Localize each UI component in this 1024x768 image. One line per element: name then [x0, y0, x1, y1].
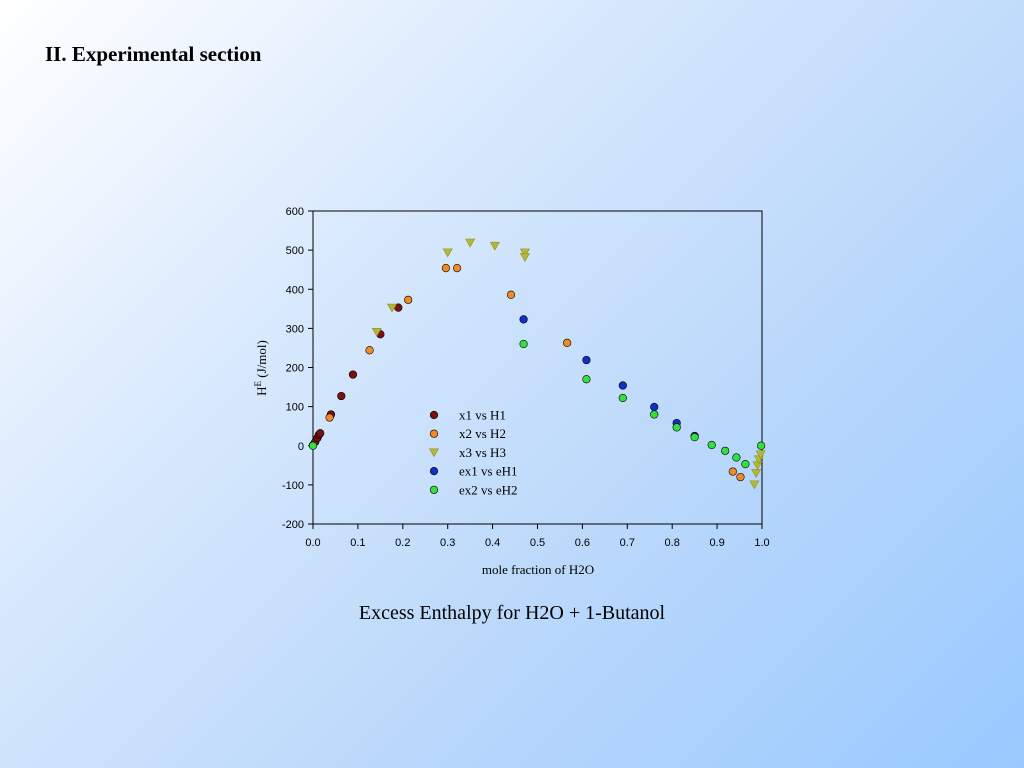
legend-label: x1 vs H1 — [459, 408, 506, 423]
series-1 — [308, 303, 403, 450]
legend-marker — [429, 467, 439, 476]
y-tick-label: 500 — [286, 245, 304, 257]
y-tick-label: 300 — [286, 323, 304, 335]
y-tick-label: 100 — [286, 402, 304, 414]
data-point — [749, 480, 760, 490]
data-point — [672, 423, 681, 432]
y-tick-label: 400 — [286, 284, 304, 296]
data-point — [721, 446, 730, 455]
x-tick-label: 0.5 — [530, 537, 545, 549]
data-point — [741, 460, 750, 469]
data-point — [365, 346, 374, 355]
axis-ticks: 0.0 0.1 0.2 0.3 0.4 0.5 0.6 0.7 0.8 0.9 1.0 -200 -10… — [282, 206, 770, 549]
x-tick-label: 1.0 — [754, 537, 769, 549]
series-3 — [371, 238, 766, 490]
y-tick-label: 600 — [286, 206, 304, 218]
y-axis-label-unit: (J/mol) — [254, 340, 269, 381]
x-axis-label: mole fraction of H2O — [482, 562, 594, 577]
legend: x1 vs H1 x2 vs H2 x3 vs H3 ex1 vs eH1 ex2 vs… — [428, 408, 518, 497]
chart-caption: Excess Enthalpy for H2O + 1-Butanol — [358, 602, 666, 624]
data-point — [506, 290, 516, 299]
section-title: II. Experimental section — [45, 42, 262, 66]
x-tick-label: 0.0 — [305, 537, 320, 549]
legend-label: x3 vs H3 — [459, 445, 506, 460]
data-point — [757, 441, 766, 450]
data-point — [751, 469, 762, 479]
data-point — [563, 338, 572, 347]
data-point — [650, 410, 659, 419]
legend-item: x2 vs H2 — [429, 426, 506, 441]
data-point — [453, 264, 462, 273]
series-2 — [325, 264, 745, 482]
x-tick-label: 0.7 — [620, 537, 635, 549]
legend-item: ex1 vs eH1 — [429, 464, 518, 479]
data-point — [316, 429, 325, 438]
x-tick-label: 0.6 — [575, 537, 590, 549]
series-5 — [308, 339, 766, 469]
data-point — [752, 461, 763, 471]
data-point — [755, 450, 766, 460]
data-point — [582, 375, 591, 384]
data-point — [650, 402, 659, 412]
legend-marker — [428, 448, 440, 458]
data-point — [728, 467, 737, 476]
x-tick-label: 0.4 — [485, 537, 500, 549]
data-point — [690, 433, 699, 442]
legend-marker — [429, 410, 439, 420]
data-point — [325, 413, 334, 422]
data-point — [404, 295, 413, 304]
series-4 — [519, 315, 699, 441]
data-point — [441, 264, 451, 273]
data-point — [519, 315, 528, 324]
y-axis-label-superscript: E — [253, 380, 263, 386]
plot-area — [312, 210, 763, 525]
data-point — [519, 253, 530, 263]
legend-marker — [429, 429, 439, 438]
legend-item: ex2 vs eH2 — [429, 482, 518, 497]
data-point — [582, 355, 591, 365]
data-point — [337, 391, 346, 401]
data-point — [371, 327, 382, 337]
y-tick-label: -100 — [282, 480, 304, 492]
legend-item: x1 vs H1 — [429, 408, 506, 423]
data-point — [707, 440, 716, 450]
data-point — [465, 238, 476, 248]
data-point — [519, 248, 530, 258]
data-point — [519, 339, 528, 349]
data-points — [308, 238, 766, 490]
x-tick-label: 0.1 — [350, 537, 365, 549]
x-tick-label: 0.2 — [395, 537, 410, 549]
x-tick-label: 0.8 — [665, 537, 680, 549]
data-point — [618, 381, 627, 390]
data-point — [732, 453, 741, 462]
y-tick-label: 200 — [286, 363, 304, 375]
legend-item: x3 vs H3 — [428, 445, 506, 460]
x-tick-label: 0.9 — [709, 537, 724, 549]
y-axis-label-main: H — [254, 386, 269, 395]
legend-label: ex2 vs eH2 — [459, 482, 518, 497]
y-axis-label: HE (J/mol) — [253, 340, 269, 396]
data-point — [736, 472, 745, 482]
y-tick-label: 0 — [298, 441, 304, 453]
x-tick-label: 0.3 — [440, 537, 455, 549]
data-point — [618, 393, 627, 403]
legend-label: x2 vs H2 — [459, 426, 506, 441]
legend-marker — [429, 485, 439, 494]
legend-label: ex1 vs eH1 — [459, 464, 518, 479]
data-point — [348, 370, 358, 379]
data-point — [442, 248, 453, 258]
data-point — [387, 303, 398, 313]
data-point — [489, 241, 500, 251]
data-point — [308, 441, 318, 450]
y-tick-label: -200 — [282, 519, 304, 531]
